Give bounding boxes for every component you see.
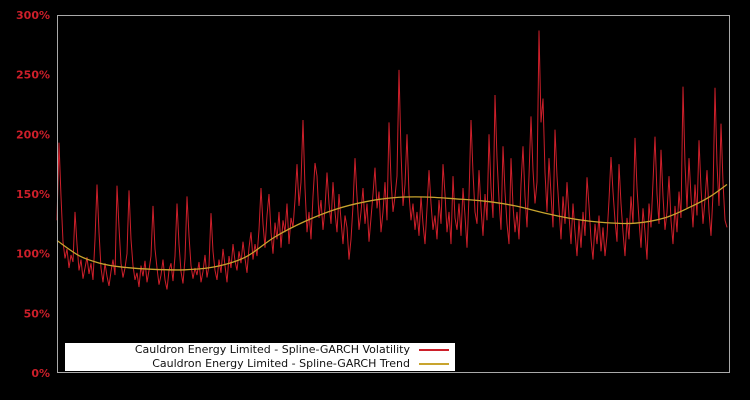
- y-tick-label: 100%: [16, 248, 50, 261]
- y-tick-label: 200%: [16, 128, 50, 141]
- y-tick-label: 0%: [31, 367, 50, 380]
- y-tick-label: 300%: [16, 9, 50, 22]
- y-tick-label: 150%: [16, 188, 50, 201]
- legend-label-trend: Cauldron Energy Limited - Spline-GARCH T…: [152, 357, 410, 370]
- plot-border: [57, 15, 730, 373]
- trend-series-line: [56, 183, 728, 271]
- y-tick-label: 250%: [16, 69, 50, 82]
- legend-entry-trend: Cauldron Energy Limited - Spline-GARCH T…: [65, 357, 449, 371]
- legend-label-volatility: Cauldron Energy Limited - Spline-GARCH V…: [134, 343, 410, 356]
- volatility-series-line: [56, 30, 728, 290]
- legend-line-sample-trend: [419, 363, 449, 365]
- legend-entry-volatility: Cauldron Energy Limited - Spline-GARCH V…: [65, 343, 449, 357]
- y-axis-tick-labels: 0% 50% 100% 150% 200% 250% 300%: [16, 9, 50, 380]
- legend: Cauldron Energy Limited - Spline-GARCH V…: [65, 343, 455, 371]
- legend-line-sample-volatility: [419, 349, 449, 351]
- plot-series: [56, 30, 728, 290]
- y-tick-label: 50%: [24, 307, 50, 320]
